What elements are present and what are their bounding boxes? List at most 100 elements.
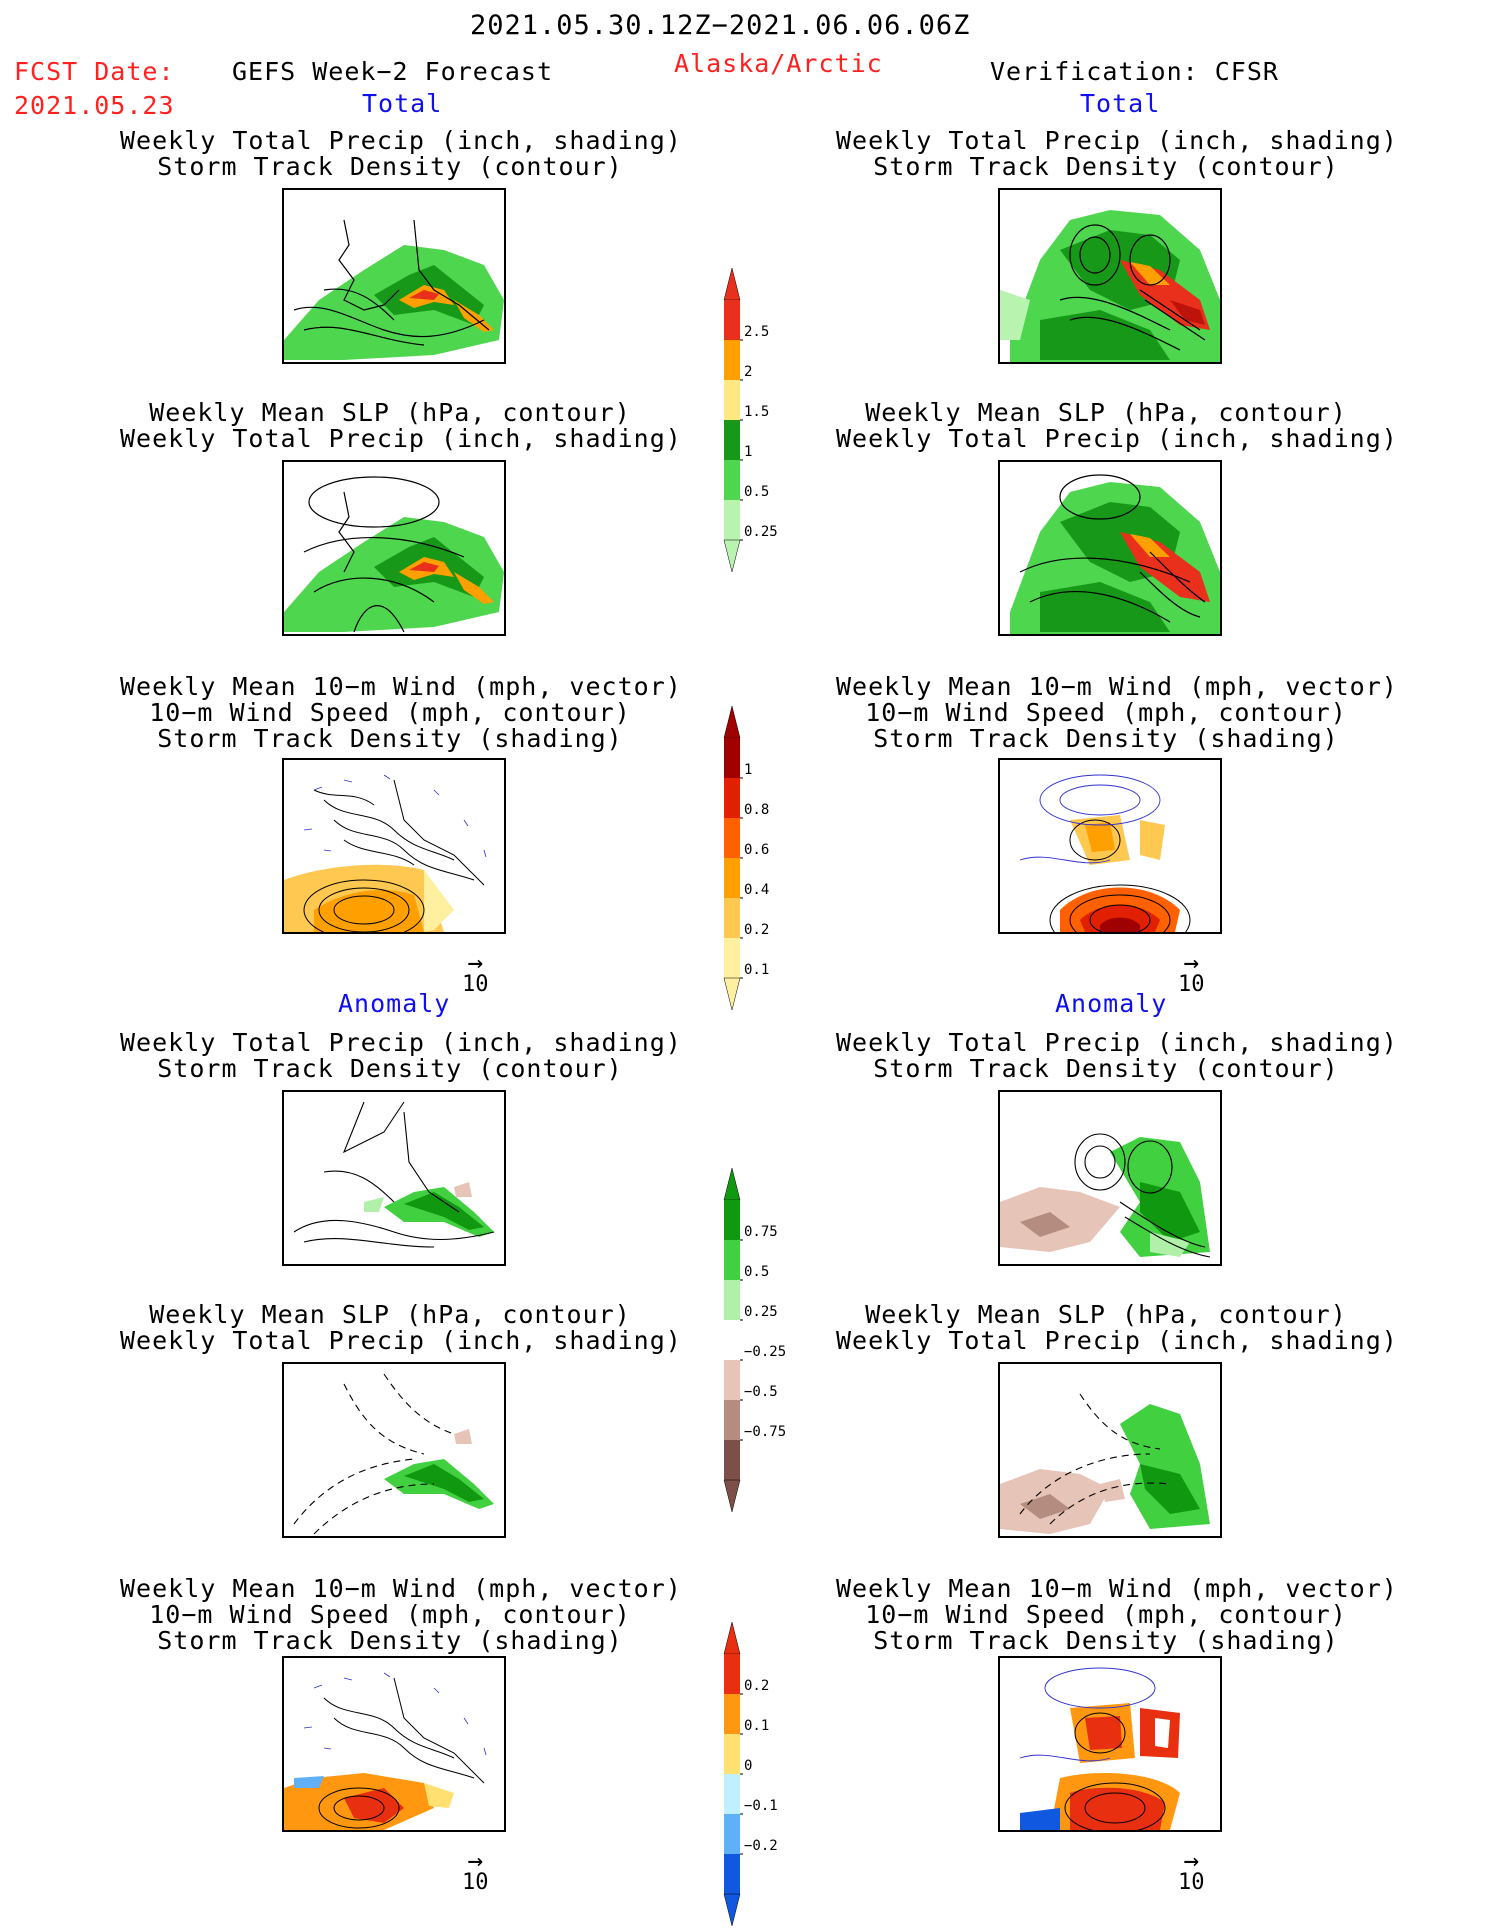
colorbar-svg: 1 0.8 0.6 0.4 0.2 0.1	[723, 706, 769, 1011]
colorbar-label: −0.75	[744, 1424, 786, 1440]
colorbar-label: 0.4	[744, 882, 769, 898]
map-slp-total-forecast	[282, 460, 506, 636]
colorbar-cap-top	[723, 1622, 741, 1655]
colorbar-swatch	[724, 938, 740, 978]
map-wind-total-forecast	[282, 758, 506, 934]
panel-title: Weekly Mean SLP (hPa, contour) Weekly To…	[120, 1300, 682, 1355]
colorbar-label: 1.5	[744, 404, 769, 420]
map-slp-anomaly-forecast	[282, 1362, 506, 1538]
map-wind-total-verification	[998, 758, 1222, 934]
colorbar-swatch	[724, 1440, 740, 1480]
panel-title: Weekly Mean 10−m Wind (mph, vector) 10−m…	[120, 1574, 682, 1655]
colorbar-label: 1	[744, 762, 752, 778]
colorbar-storm-total: 1 0.8 0.6 0.4 0.2 0.1	[720, 706, 840, 1014]
colorbar-cap-top	[723, 268, 741, 301]
colorbar-swatch	[724, 858, 740, 898]
colorbar-storm-anomaly: 0.2 0.1 0 −0.1 −0.2	[720, 1622, 840, 1930]
colorbar-label: 2	[744, 364, 752, 380]
colorbar-swatch	[724, 1694, 740, 1734]
colorbar-cap-bottom	[723, 1479, 741, 1513]
colorbar-swatch	[724, 340, 740, 380]
panel-title: Weekly Total Precip (inch, shading) Stor…	[120, 126, 682, 181]
panel-title: Weekly Mean 10−m Wind (mph, vector) 10−m…	[120, 672, 682, 753]
colorbar-precip-total: 2.5 2 1.5 1 0.5 0.25	[720, 268, 840, 576]
colorbar-swatch	[724, 1854, 740, 1894]
map-slp-total-verification	[998, 460, 1222, 636]
panel-title: Weekly Total Precip (inch, shading) Stor…	[120, 1028, 682, 1083]
colorbar-label: 1	[744, 444, 752, 460]
verification-title: Verification: CFSR	[990, 57, 1279, 86]
colorbar-swatch	[724, 500, 740, 540]
arrow-right-icon: →	[467, 1846, 484, 1876]
map-wind-anomaly-verification	[998, 1656, 1222, 1832]
vector-reference-value: 10	[1178, 1870, 1205, 1895]
vector-reference: → 10	[1178, 948, 1205, 997]
colorbar-swatch	[724, 1200, 740, 1240]
colorbar-label: −0.5	[744, 1384, 778, 1400]
colorbar-svg: 2.5 2 1.5 1 0.5 0.25	[723, 268, 778, 573]
panel-title: Weekly Mean 10−m Wind (mph, vector) 10−m…	[836, 672, 1398, 753]
section-total-left: Total	[362, 89, 443, 118]
gefs-title: GEFS Week−2 Forecast	[232, 57, 554, 86]
colorbar-swatch	[724, 898, 740, 938]
colorbar-swatch	[724, 300, 740, 340]
panel-title: Weekly Mean 10−m Wind (mph, vector) 10−m…	[836, 1574, 1398, 1655]
colorbar-precip-anomaly: 0.75 0.5 0.25 −0.25 −0.5 −0.75	[720, 1168, 840, 1516]
map-wind-anomaly-forecast	[282, 1656, 506, 1832]
colorbar-swatch	[724, 460, 740, 500]
fcst-date-label: FCST Date:	[14, 57, 175, 86]
colorbar-label: −0.2	[744, 1838, 778, 1854]
region-title: Alaska/Arctic	[674, 49, 883, 78]
colorbar-cap-bottom	[723, 977, 741, 1011]
vector-reference: → 10	[462, 1846, 489, 1895]
colorbar-svg: 0.2 0.1 0 −0.1 −0.2	[723, 1622, 778, 1927]
colorbar-label: 2.5	[744, 324, 769, 340]
panel-title: Weekly Total Precip (inch, shading) Stor…	[836, 1028, 1398, 1083]
fcst-date: 2021.05.23	[14, 91, 175, 120]
colorbar-label: 0.1	[744, 962, 769, 978]
vector-reference-value: 10	[462, 972, 489, 997]
colorbar-swatch	[724, 380, 740, 420]
period-title: 2021.05.30.12Z−2021.06.06.06Z	[470, 10, 971, 41]
colorbar-swatch	[724, 818, 740, 858]
map-precip-total-verification	[998, 188, 1222, 364]
map-slp-anomaly-verification	[998, 1362, 1222, 1538]
map-precip-anomaly-verification	[998, 1090, 1222, 1266]
colorbar-swatch	[724, 1654, 740, 1694]
colorbar-label: 0.1	[744, 1718, 769, 1734]
colorbar-cap-bottom	[723, 1893, 741, 1927]
vector-reference: → 10	[1178, 1846, 1205, 1895]
vector-reference-value: 10	[462, 1870, 489, 1895]
colorbar-cap-top	[723, 706, 741, 739]
colorbar-swatch	[724, 420, 740, 460]
panel-title: Weekly Mean SLP (hPa, contour) Weekly To…	[836, 1300, 1398, 1355]
arrow-right-icon: →	[1183, 948, 1200, 978]
colorbar-label: 0.2	[744, 1678, 769, 1694]
colorbar-swatch	[724, 778, 740, 818]
colorbar-swatch	[724, 1814, 740, 1854]
colorbar-label: 0.5	[744, 1264, 769, 1280]
panel-title: Weekly Mean SLP (hPa, contour) Weekly To…	[120, 398, 682, 453]
colorbar-label: −0.1	[744, 1798, 778, 1814]
colorbar-label: 0.5	[744, 484, 769, 500]
colorbar-swatch	[724, 1734, 740, 1774]
colorbar-label: −0.25	[744, 1344, 786, 1360]
colorbar-swatch	[724, 1320, 740, 1360]
panel-title: Weekly Mean SLP (hPa, contour) Weekly To…	[836, 398, 1398, 453]
colorbar-swatch	[724, 1360, 740, 1400]
vector-reference: → 10	[462, 950, 489, 997]
arrow-right-icon: →	[1183, 1846, 1200, 1876]
colorbar-swatch	[724, 1400, 740, 1440]
colorbar-label: 0.2	[744, 922, 769, 938]
panel-title: Weekly Total Precip (inch, shading) Stor…	[836, 126, 1398, 181]
vector-reference-value: 10	[1178, 972, 1205, 997]
colorbar-swatch	[724, 1240, 740, 1280]
colorbar-swatch	[724, 1774, 740, 1814]
map-precip-anomaly-forecast	[282, 1090, 506, 1266]
colorbar-label: 0.75	[744, 1224, 778, 1240]
colorbar-label: 0	[744, 1758, 752, 1774]
section-total-right: Total	[1080, 89, 1161, 118]
colorbar-svg: 0.75 0.5 0.25 −0.25 −0.5 −0.75	[723, 1168, 786, 1513]
colorbar-label: 0.8	[744, 802, 769, 818]
section-anomaly-left: Anomaly	[338, 989, 451, 1018]
